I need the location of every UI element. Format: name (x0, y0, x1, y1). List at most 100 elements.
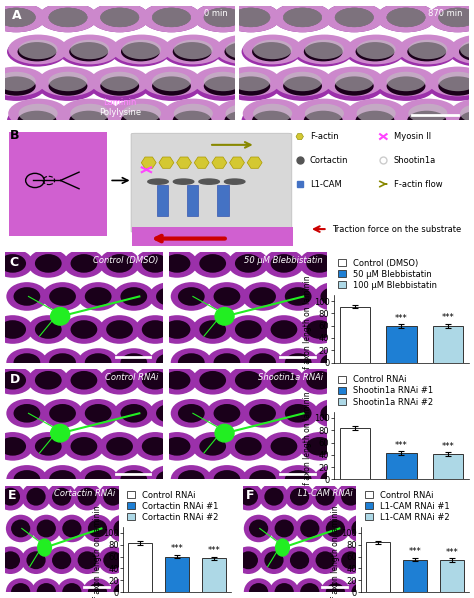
Circle shape (100, 77, 139, 96)
Circle shape (376, 2, 436, 32)
Circle shape (310, 547, 340, 574)
Circle shape (64, 249, 104, 277)
Circle shape (27, 551, 46, 569)
Circle shape (171, 465, 212, 494)
Circle shape (283, 72, 322, 91)
Circle shape (78, 348, 119, 377)
Circle shape (204, 77, 243, 96)
Text: ***: *** (409, 547, 421, 556)
Circle shape (193, 2, 253, 32)
Circle shape (294, 35, 354, 65)
Circle shape (335, 8, 374, 27)
Circle shape (460, 39, 474, 59)
Circle shape (112, 99, 172, 129)
Y-axis label: % of axon length on laminin: % of axon length on laminin (303, 275, 312, 383)
Circle shape (112, 35, 172, 65)
Circle shape (285, 353, 311, 372)
Legend: Control RNAi, Shootin1a RNAi #1, Shootin1a RNAi #2: Control RNAi, Shootin1a RNAi #1, Shootin… (337, 376, 433, 407)
Circle shape (306, 437, 333, 456)
Polygon shape (141, 157, 156, 168)
Text: 870 min: 870 min (428, 10, 462, 19)
Circle shape (356, 111, 394, 130)
Circle shape (206, 465, 247, 494)
Circle shape (295, 578, 325, 598)
Text: ***: *** (442, 442, 455, 451)
Circle shape (142, 2, 201, 32)
Legend: Control RNAi, Cortactin RNAi #1, Cortactin RNAi #2: Control RNAi, Cortactin RNAi #1, Cortact… (127, 490, 219, 522)
Circle shape (376, 2, 436, 32)
Circle shape (49, 287, 76, 306)
Circle shape (346, 99, 406, 129)
Circle shape (31, 578, 61, 598)
Ellipse shape (51, 425, 70, 442)
Circle shape (214, 470, 240, 489)
Bar (340, 307, 370, 362)
Circle shape (407, 111, 446, 130)
Circle shape (103, 551, 122, 569)
Circle shape (204, 8, 243, 27)
Circle shape (71, 371, 97, 389)
Circle shape (305, 104, 344, 123)
Circle shape (69, 42, 108, 62)
Circle shape (78, 282, 119, 311)
Circle shape (0, 2, 46, 32)
Circle shape (0, 483, 25, 511)
Circle shape (460, 104, 474, 123)
Circle shape (234, 547, 263, 574)
Circle shape (1, 551, 20, 569)
Circle shape (271, 254, 297, 273)
Circle shape (36, 520, 56, 538)
Text: ***: *** (171, 544, 183, 553)
Circle shape (57, 515, 87, 542)
Circle shape (27, 488, 46, 506)
Text: L1-CAM: L1-CAM (310, 179, 342, 188)
Ellipse shape (38, 539, 51, 556)
Circle shape (120, 470, 147, 489)
Circle shape (273, 2, 332, 32)
Circle shape (274, 583, 294, 598)
Circle shape (6, 515, 36, 542)
Circle shape (341, 488, 360, 506)
Circle shape (48, 72, 88, 91)
Circle shape (408, 104, 447, 123)
Circle shape (156, 366, 198, 395)
Circle shape (64, 432, 104, 460)
Circle shape (0, 315, 33, 344)
Circle shape (249, 520, 268, 538)
Circle shape (214, 105, 274, 135)
Circle shape (164, 254, 191, 273)
Circle shape (234, 483, 263, 511)
Circle shape (164, 437, 191, 456)
Circle shape (264, 432, 304, 460)
Circle shape (326, 520, 345, 538)
Circle shape (121, 42, 160, 62)
Circle shape (110, 105, 170, 135)
Circle shape (253, 39, 292, 59)
Circle shape (259, 483, 289, 511)
Circle shape (231, 8, 270, 27)
Circle shape (90, 2, 150, 32)
Circle shape (313, 399, 355, 428)
Circle shape (324, 71, 384, 101)
Circle shape (0, 320, 26, 339)
Circle shape (310, 483, 340, 511)
Circle shape (356, 104, 396, 123)
Polygon shape (212, 157, 227, 168)
Circle shape (0, 8, 36, 27)
Text: ***: *** (446, 548, 459, 557)
Circle shape (199, 254, 226, 273)
Circle shape (346, 515, 376, 542)
Circle shape (243, 99, 302, 129)
Circle shape (42, 282, 83, 311)
Circle shape (283, 8, 322, 27)
Bar (433, 326, 463, 362)
Circle shape (18, 111, 56, 130)
Circle shape (428, 66, 474, 96)
Circle shape (199, 437, 226, 456)
Bar (403, 560, 427, 592)
Circle shape (82, 578, 112, 598)
Circle shape (82, 515, 112, 542)
Circle shape (171, 399, 212, 428)
Circle shape (164, 99, 223, 129)
Text: F-actin flow: F-actin flow (393, 179, 442, 188)
